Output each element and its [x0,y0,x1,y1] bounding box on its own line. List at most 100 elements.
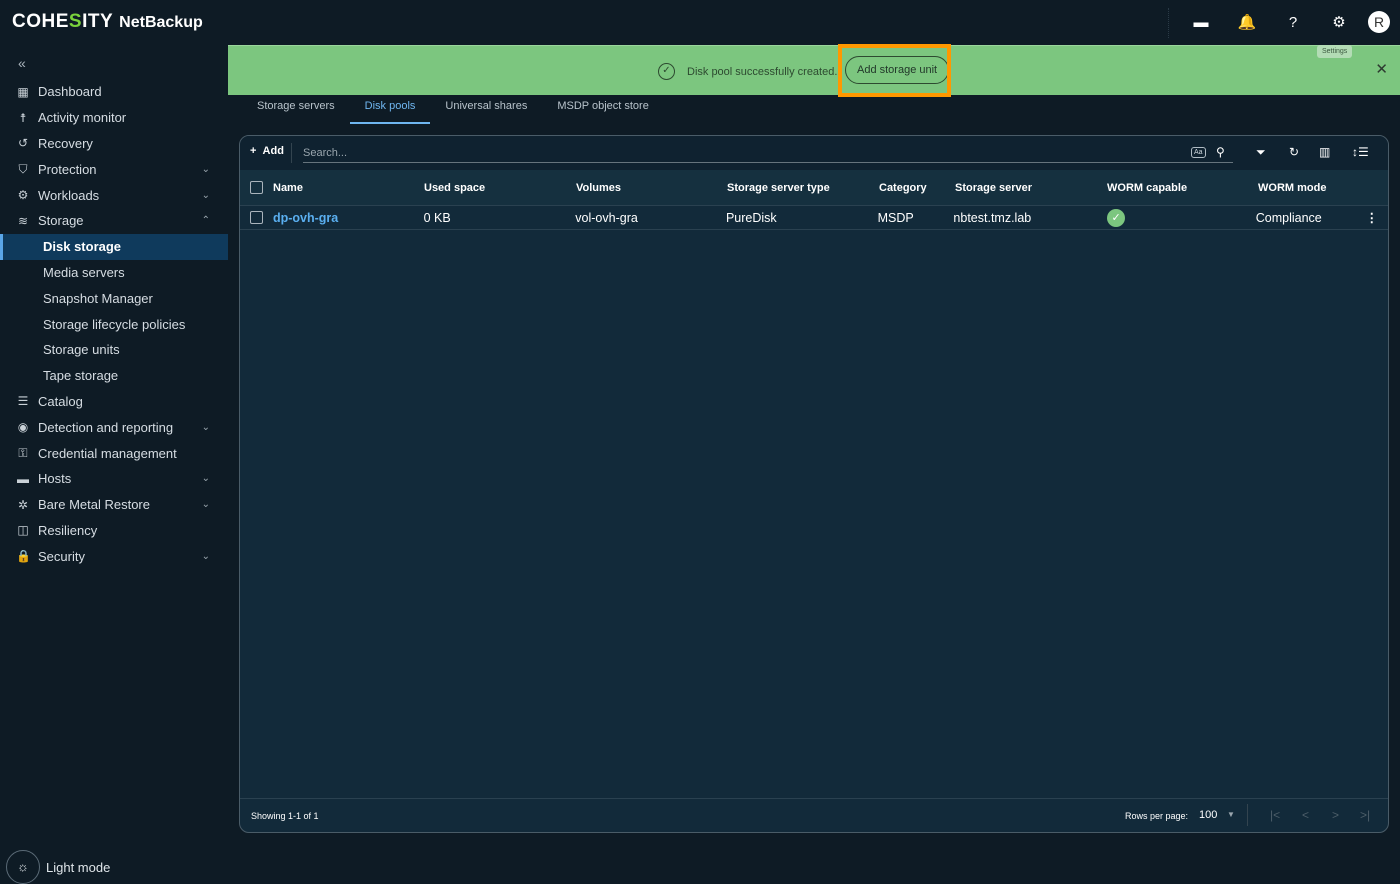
avatar[interactable]: R [1368,11,1390,33]
banner-message: Disk pool successfully created. [687,65,838,78]
nav-icon: ◉ [17,420,29,435]
sidebar-item-label: Dashboard [38,84,102,100]
sidebar-item-label: Disk storage [43,239,122,255]
chevron-icon[interactable]: ⌄ [201,189,210,201]
sidebar-item-storage-units[interactable]: Storage units [0,337,228,363]
nav-icon: ⚿ [18,445,28,460]
chevron-icon[interactable]: ⌄ [201,163,210,175]
settings-tooltip: Settings [1317,45,1353,58]
bell-icon[interactable]: 🔔 [1237,14,1257,31]
tab-msdp-object-store[interactable]: MSDP object store [557,100,649,112]
worm-capable-check-icon: ✓ [1107,208,1126,227]
sidebar-item-storage[interactable]: ≋ Storage ⌃ [0,208,228,234]
row-actions-icon[interactable]: ⋮ [1365,211,1379,225]
first-page-icon[interactable]: |< [1270,808,1281,822]
sidebar-item-label: Workloads [38,187,100,203]
sidebar-item-disk-storage[interactable]: Disk storage [0,233,228,260]
next-page-icon[interactable]: > [1332,808,1340,822]
search-input[interactable] [303,143,1233,163]
sidebar-item-label: Storage lifecycle policies [43,316,186,332]
header-used-space[interactable]: Used space [424,181,486,194]
storage-server-type: PureDisk [725,210,777,225]
light-mode-toggle[interactable]: ☼ Light mode [6,850,110,884]
sidebar-item-bare-metal-restore[interactable]: ✲ Bare Metal Restore ⌄ [0,492,228,518]
density-icon[interactable]: ↕☰ [1352,145,1369,159]
sidebar-item-resiliency[interactable]: ◫ Resiliency [0,518,228,544]
sidebar-item-security[interactable]: 🔒 Security ⌄ [0,543,228,569]
chevron-icon[interactable]: ⌄ [201,421,210,433]
sidebar-item-dashboard[interactable]: ▦ Dashboard [0,79,228,105]
header-worm-mode[interactable]: WORM mode [1258,181,1327,194]
sidebar-item-label: Credential management [38,445,177,461]
dropdown-arrow-icon[interactable]: ▼ [1227,810,1235,819]
chevron-icon[interactable]: ⌄ [201,499,210,511]
select-all-checkbox[interactable] [250,181,263,194]
nav-icon: ☨ [19,110,27,125]
search-icon[interactable]: ⚲ [1216,145,1225,159]
sidebar-item-label: Media servers [43,264,125,280]
nav-icon: ≋ [17,213,29,228]
nav-icon: ↺ [17,136,29,151]
nav-icon: ☰ [17,394,29,409]
tab-universal-shares[interactable]: Universal shares [445,100,528,112]
last-page-icon[interactable]: >| [1360,808,1371,822]
header-storage-server-type[interactable]: Storage server type [727,181,830,194]
chevron-icon[interactable]: ⌃ [201,215,210,227]
disk-pools-table-panel: + Add Aa ⚲ ⏷ ↻ ▥ ↕☰ Name Used space Volu… [239,135,1389,833]
header-worm-capable[interactable]: WORM capable [1107,181,1188,194]
help-icon[interactable]: ? [1288,13,1298,31]
nav-icon: ⛉ [18,161,28,176]
chevron-icon[interactable]: ⌄ [201,473,210,485]
sidebar-item-label: Recovery [38,135,93,151]
ticket-icon[interactable]: ▬ [1193,13,1209,31]
cohesity-logo: COHESITY NetBackup [12,11,203,32]
header-storage-server[interactable]: Storage server [955,181,1033,194]
sun-icon: ☼ [6,850,40,884]
columns-icon[interactable]: ▥ [1319,145,1331,159]
tab-disk-pools[interactable]: Disk pools [349,96,431,124]
close-icon[interactable]: ✕ [1375,61,1388,78]
sidebar-item-label: Snapshot Manager [43,290,153,306]
table-footer: Showing 1-1 of 1 Rows per page: 100 ▼ |<… [240,798,1388,832]
refresh-icon[interactable]: ↻ [1289,145,1300,159]
sidebar-item-tape-storage[interactable]: Tape storage [0,363,228,389]
disk-pool-name-link[interactable]: dp-ovh-gra [272,210,339,225]
sidebar-item-catalog[interactable]: ☰ Catalog [0,389,228,415]
header-category[interactable]: Category [879,181,927,194]
gear-icon[interactable]: ⚙ [1332,14,1346,31]
sidebar-item-hosts[interactable]: ▬ Hosts ⌄ [0,466,228,492]
sidebar-item-label: Protection [38,161,97,177]
sidebar-item-snapshot-manager[interactable]: Snapshot Manager [0,285,228,311]
top-bar: COHESITY NetBackup ▬ 🔔 ? ⚙ R [0,0,1400,45]
sidebar-item-workloads[interactable]: ⚙ Workloads ⌄ [0,182,228,208]
nav-icon: 🔒 [16,549,31,564]
rows-per-page-select[interactable]: 100 [1199,809,1218,821]
match-case-toggle[interactable]: Aa [1191,147,1206,158]
tabs: Storage servers Disk pools Universal sha… [242,96,664,124]
header-name[interactable]: Name [273,181,303,194]
storage-server: nbtest.tmz.lab [953,210,1032,225]
sidebar-item-label: Activity monitor [38,110,127,126]
sidebar-item-detection-and-reporting[interactable]: ◉ Detection and reporting ⌄ [0,414,228,440]
collapse-sidebar-icon[interactable]: « [18,55,26,71]
sidebar-item-recovery[interactable]: ↺ Recovery [0,131,228,157]
sidebar-item-label: Hosts [38,471,72,487]
row-checkbox[interactable] [250,211,263,224]
sidebar-item-storage-lifecycle-policies[interactable]: Storage lifecycle policies [0,311,228,337]
showing-count: Showing 1-1 of 1 [251,811,319,821]
add-button[interactable]: + Add [250,145,284,157]
sidebar: « ▦ Dashboard ☨ Activity monitor ↺ Recovery ⛉ P… [0,45,228,884]
prev-page-icon[interactable]: < [1302,808,1310,822]
filter-icon[interactable]: ⏷ [1256,145,1266,159]
category: MSDP [877,210,914,225]
chevron-icon[interactable]: ⌄ [201,550,210,562]
sidebar-item-credential-management[interactable]: ⚿ Credential management [0,440,228,466]
sidebar-item-protection[interactable]: ⛉ Protection ⌄ [0,156,228,182]
header-volumes[interactable]: Volumes [576,181,622,194]
sidebar-item-activity-monitor[interactable]: ☨ Activity monitor [0,105,228,131]
sidebar-item-media-servers[interactable]: Media servers [0,260,228,286]
tab-storage-servers[interactable]: Storage servers [257,100,335,112]
sidebar-item-label: Bare Metal Restore [38,497,150,513]
sidebar-item-label: Storage [38,213,84,229]
nav-icon: ▬ [17,471,29,486]
